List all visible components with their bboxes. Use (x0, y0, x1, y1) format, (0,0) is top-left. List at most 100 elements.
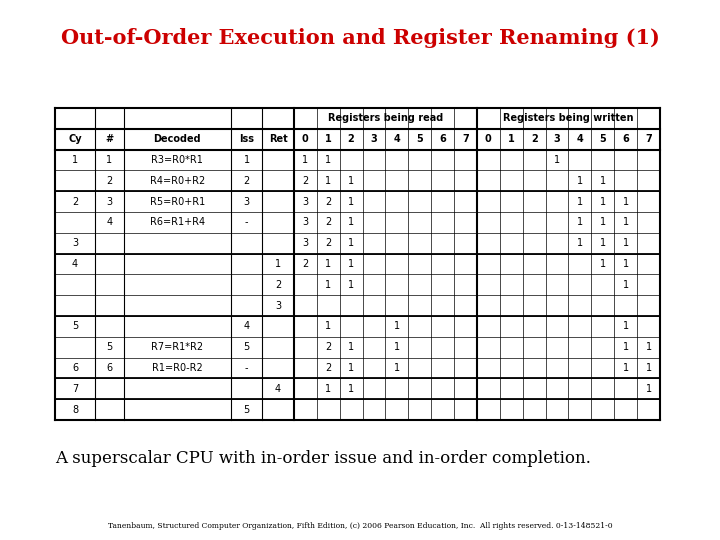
Text: 1: 1 (325, 155, 331, 165)
Text: 6: 6 (72, 363, 78, 373)
Text: 1: 1 (623, 259, 629, 269)
Text: 1: 1 (243, 155, 250, 165)
Text: 1: 1 (577, 197, 583, 207)
Text: 4: 4 (275, 384, 282, 394)
Text: 1: 1 (508, 134, 515, 144)
Text: 2: 2 (302, 259, 308, 269)
Text: 1: 1 (623, 238, 629, 248)
Text: 1: 1 (646, 384, 652, 394)
Text: 5: 5 (243, 404, 250, 415)
Text: Tanenbaum, Structured Computer Organization, Fifth Edition, (c) 2006 Pearson Edu: Tanenbaum, Structured Computer Organizat… (108, 522, 612, 530)
Text: 3: 3 (302, 238, 308, 248)
Text: 2: 2 (325, 238, 331, 248)
Text: 1: 1 (325, 176, 331, 186)
Text: 2: 2 (531, 134, 538, 144)
Text: 1: 1 (646, 342, 652, 352)
Text: 5: 5 (107, 342, 112, 352)
Text: 1: 1 (348, 238, 354, 248)
Text: 3: 3 (371, 134, 377, 144)
Text: 1: 1 (348, 218, 354, 227)
Text: 2: 2 (107, 176, 112, 186)
Text: 1: 1 (600, 259, 606, 269)
Text: Decoded: Decoded (153, 134, 201, 144)
Text: 3: 3 (72, 238, 78, 248)
Text: 1: 1 (554, 155, 560, 165)
Text: 7: 7 (462, 134, 469, 144)
Text: 2: 2 (325, 197, 331, 207)
Text: 1: 1 (325, 384, 331, 394)
Text: R6=R1+R4: R6=R1+R4 (150, 218, 205, 227)
Text: 1: 1 (325, 321, 331, 332)
Text: 1: 1 (623, 197, 629, 207)
Text: 2: 2 (275, 280, 282, 290)
Text: 1: 1 (394, 321, 400, 332)
Text: 6: 6 (107, 363, 112, 373)
Text: R5=R0+R1: R5=R0+R1 (150, 197, 205, 207)
Text: 1: 1 (348, 176, 354, 186)
Text: 1: 1 (348, 363, 354, 373)
Text: 4: 4 (243, 321, 250, 332)
Text: 2: 2 (325, 218, 331, 227)
Text: 1: 1 (623, 321, 629, 332)
Text: 1: 1 (302, 155, 308, 165)
Text: 4: 4 (577, 134, 583, 144)
Text: 5: 5 (600, 134, 606, 144)
Text: 7: 7 (645, 134, 652, 144)
Text: 4: 4 (107, 218, 112, 227)
Text: 0: 0 (485, 134, 492, 144)
Text: 2: 2 (72, 197, 78, 207)
Text: Registers being read: Registers being read (328, 113, 443, 124)
Text: 1: 1 (394, 342, 400, 352)
Text: 1: 1 (600, 197, 606, 207)
Text: 7: 7 (72, 384, 78, 394)
Text: 2: 2 (348, 134, 354, 144)
Text: 1: 1 (623, 342, 629, 352)
Text: Ret: Ret (269, 134, 287, 144)
Text: 8: 8 (72, 404, 78, 415)
Text: Iss: Iss (239, 134, 254, 144)
Text: 1: 1 (600, 238, 606, 248)
Text: 1: 1 (325, 134, 331, 144)
Text: 6: 6 (622, 134, 629, 144)
Text: 1: 1 (600, 176, 606, 186)
Text: 4: 4 (72, 259, 78, 269)
Text: A superscalar CPU with in-order issue and in-order completion.: A superscalar CPU with in-order issue an… (55, 450, 591, 467)
Text: 3: 3 (275, 301, 282, 310)
Text: 1: 1 (577, 238, 583, 248)
Text: 1: 1 (623, 363, 629, 373)
Text: 3: 3 (243, 197, 250, 207)
Text: 1: 1 (348, 197, 354, 207)
Text: 3: 3 (107, 197, 112, 207)
Text: 0: 0 (302, 134, 309, 144)
Text: 3: 3 (302, 197, 308, 207)
Text: Registers being written: Registers being written (503, 113, 634, 124)
Text: R7=R1*R2: R7=R1*R2 (151, 342, 203, 352)
Text: 5: 5 (243, 342, 250, 352)
Text: Cy: Cy (68, 134, 82, 144)
Text: -: - (245, 363, 248, 373)
Text: R3=R0*R1: R3=R0*R1 (151, 155, 203, 165)
Text: Out-of-Order Execution and Register Renaming (1): Out-of-Order Execution and Register Rena… (60, 28, 660, 48)
Text: 1: 1 (348, 384, 354, 394)
Text: 1: 1 (646, 363, 652, 373)
Text: 1: 1 (600, 218, 606, 227)
Text: 2: 2 (302, 176, 308, 186)
Text: 2: 2 (243, 176, 250, 186)
Text: R1=R0-R2: R1=R0-R2 (152, 363, 202, 373)
Text: 1: 1 (577, 176, 583, 186)
Text: 1: 1 (394, 363, 400, 373)
Text: 1: 1 (348, 280, 354, 290)
Text: -: - (245, 218, 248, 227)
Text: 1: 1 (275, 259, 282, 269)
Text: 4: 4 (393, 134, 400, 144)
Text: 1: 1 (348, 259, 354, 269)
Text: 1: 1 (348, 342, 354, 352)
Text: 2: 2 (325, 363, 331, 373)
Text: 1: 1 (107, 155, 112, 165)
Text: 1: 1 (325, 280, 331, 290)
Text: 2: 2 (325, 342, 331, 352)
Text: 1: 1 (325, 259, 331, 269)
Text: 1: 1 (623, 218, 629, 227)
Text: 3: 3 (554, 134, 560, 144)
Text: R4=R0+R2: R4=R0+R2 (150, 176, 205, 186)
